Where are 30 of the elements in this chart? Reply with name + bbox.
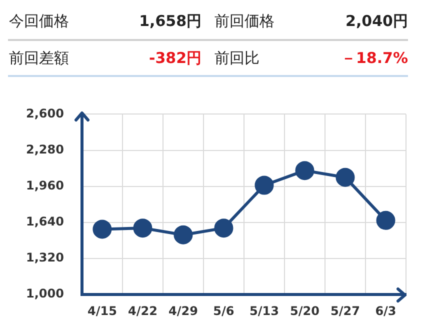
- point: [133, 218, 152, 238]
- point: [214, 218, 234, 238]
- x-tick-label: 5/27: [330, 304, 360, 318]
- y-tick-label: 2,600: [26, 106, 64, 120]
- text: 前回比: [214, 48, 261, 68]
- x-tick-label: 4/15: [87, 304, 117, 318]
- x-tick-label: 4/29: [168, 304, 198, 318]
- text: －18.7%: [340, 48, 408, 68]
- y-tick-label: 2,280: [26, 142, 64, 156]
- y-tick-label: 1,640: [26, 214, 64, 229]
- point: [295, 161, 314, 180]
- x-tick-label: 6/3: [375, 304, 396, 318]
- x-tick-label: 5/20: [290, 304, 320, 318]
- point: [254, 176, 274, 195]
- x-tick-label: 5/6: [213, 304, 234, 318]
- x-tick-label: 5/13: [250, 304, 279, 318]
- y-tick-label: 1,960: [26, 178, 64, 192]
- point: [376, 210, 396, 230]
- text: 前回価格: [214, 11, 276, 32]
- point: [174, 225, 193, 244]
- x-tick-label: 4/22: [128, 304, 158, 318]
- text: 今回価格: [8, 11, 70, 32]
- text: 前回差額: [8, 48, 70, 68]
- text: 2,040円: [344, 11, 408, 32]
- point: [92, 220, 112, 239]
- y-tick-label: 1,000: [26, 286, 64, 301]
- text: 1,658円: [138, 11, 203, 32]
- text: -382円: [148, 48, 203, 68]
- point: [336, 168, 355, 187]
- y-tick-label: 1,320: [26, 250, 64, 265]
